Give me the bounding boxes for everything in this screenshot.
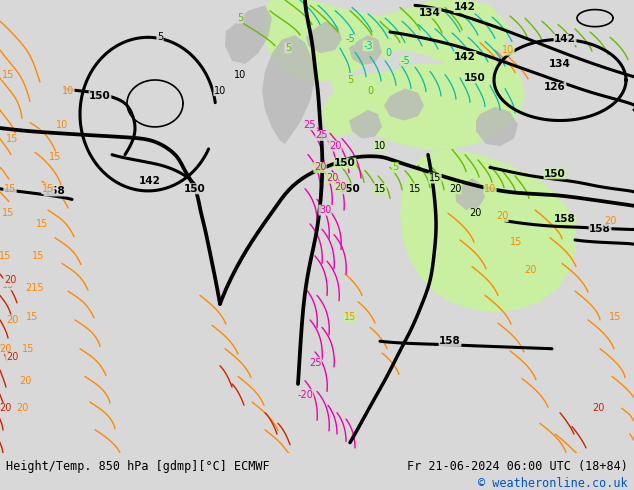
Text: 20: 20 — [592, 403, 604, 414]
Text: 20: 20 — [4, 275, 16, 286]
Text: 15: 15 — [2, 280, 14, 290]
Text: 20: 20 — [314, 163, 326, 172]
Text: 0: 0 — [385, 49, 391, 58]
Text: 20: 20 — [524, 265, 536, 275]
Text: 15: 15 — [0, 251, 11, 261]
Text: -5: -5 — [400, 56, 410, 66]
Polygon shape — [349, 35, 382, 65]
Text: 134: 134 — [419, 8, 441, 18]
Text: 10: 10 — [374, 141, 386, 151]
Text: 0: 0 — [367, 86, 373, 96]
Text: 5: 5 — [392, 163, 398, 172]
Text: 20: 20 — [449, 184, 461, 194]
Polygon shape — [455, 178, 485, 210]
Text: 15: 15 — [2, 70, 14, 80]
Text: 20: 20 — [0, 403, 11, 414]
Text: -5: -5 — [345, 34, 355, 45]
Text: 150: 150 — [334, 158, 356, 168]
Text: 5: 5 — [157, 32, 163, 42]
Text: 5: 5 — [237, 13, 243, 23]
Polygon shape — [306, 22, 342, 53]
Text: 15: 15 — [429, 173, 441, 183]
Text: 215: 215 — [26, 283, 44, 293]
Text: 20: 20 — [469, 208, 481, 218]
Polygon shape — [330, 64, 480, 146]
Text: 150: 150 — [544, 169, 566, 179]
Text: 20: 20 — [6, 352, 18, 362]
Text: 15: 15 — [510, 237, 522, 247]
Text: 15: 15 — [32, 251, 44, 261]
Text: 142: 142 — [554, 34, 576, 45]
Text: 5: 5 — [347, 75, 353, 85]
Text: 150: 150 — [464, 73, 486, 83]
Text: 20: 20 — [329, 141, 341, 151]
Text: Height/Temp. 850 hPa [gdmp][°C] ECMWF: Height/Temp. 850 hPa [gdmp][°C] ECMWF — [6, 461, 270, 473]
Text: 150: 150 — [89, 91, 111, 101]
Polygon shape — [225, 5, 272, 64]
Text: 20: 20 — [496, 212, 508, 221]
Text: 150: 150 — [184, 184, 206, 194]
Text: 30: 30 — [319, 205, 331, 215]
Polygon shape — [384, 89, 424, 121]
Text: -3: -3 — [363, 41, 373, 51]
Text: 142: 142 — [454, 2, 476, 12]
Text: 20: 20 — [6, 315, 18, 325]
Text: 15: 15 — [6, 134, 18, 144]
Text: 20: 20 — [0, 344, 11, 354]
Text: 5: 5 — [285, 43, 291, 53]
Text: 15: 15 — [4, 184, 16, 194]
Polygon shape — [262, 0, 510, 82]
Text: 15: 15 — [409, 184, 421, 194]
Polygon shape — [400, 149, 576, 313]
Text: 15: 15 — [36, 219, 48, 229]
Text: 20: 20 — [16, 403, 28, 414]
Text: 20: 20 — [604, 216, 616, 226]
Text: 10: 10 — [214, 86, 226, 96]
Text: 15: 15 — [49, 152, 61, 162]
Text: 10: 10 — [62, 86, 74, 96]
Text: 15: 15 — [2, 208, 14, 218]
Text: 15: 15 — [42, 184, 54, 194]
Text: 142: 142 — [454, 51, 476, 62]
Text: 15: 15 — [609, 312, 621, 322]
Text: 15: 15 — [344, 312, 356, 322]
Polygon shape — [322, 54, 525, 149]
Text: 20: 20 — [19, 376, 31, 386]
Text: 150: 150 — [339, 184, 361, 194]
Text: 134: 134 — [549, 59, 571, 69]
Text: Fr 21-06-2024 06:00 UTC (18+84): Fr 21-06-2024 06:00 UTC (18+84) — [407, 461, 628, 473]
Text: -20: -20 — [297, 390, 313, 399]
Text: 25: 25 — [304, 120, 316, 130]
Polygon shape — [476, 107, 518, 146]
Text: 10: 10 — [484, 184, 496, 194]
Text: 20: 20 — [334, 182, 346, 192]
Text: 15: 15 — [26, 312, 38, 322]
Text: 25: 25 — [316, 130, 328, 141]
Text: 142: 142 — [139, 176, 161, 186]
Text: 126: 126 — [544, 82, 566, 93]
Text: 10: 10 — [56, 120, 68, 130]
Text: 10: 10 — [234, 70, 246, 80]
Polygon shape — [262, 35, 315, 144]
Text: 158: 158 — [44, 186, 66, 196]
Text: 15: 15 — [22, 344, 34, 354]
Text: 158: 158 — [439, 336, 461, 346]
Text: 158: 158 — [589, 224, 611, 234]
Text: 10: 10 — [502, 45, 514, 55]
Text: 158: 158 — [554, 214, 576, 223]
Text: 20: 20 — [326, 173, 338, 183]
Text: 15: 15 — [374, 184, 386, 194]
Text: 25: 25 — [309, 358, 321, 368]
Polygon shape — [349, 110, 382, 139]
Text: © weatheronline.co.uk: © weatheronline.co.uk — [478, 477, 628, 490]
